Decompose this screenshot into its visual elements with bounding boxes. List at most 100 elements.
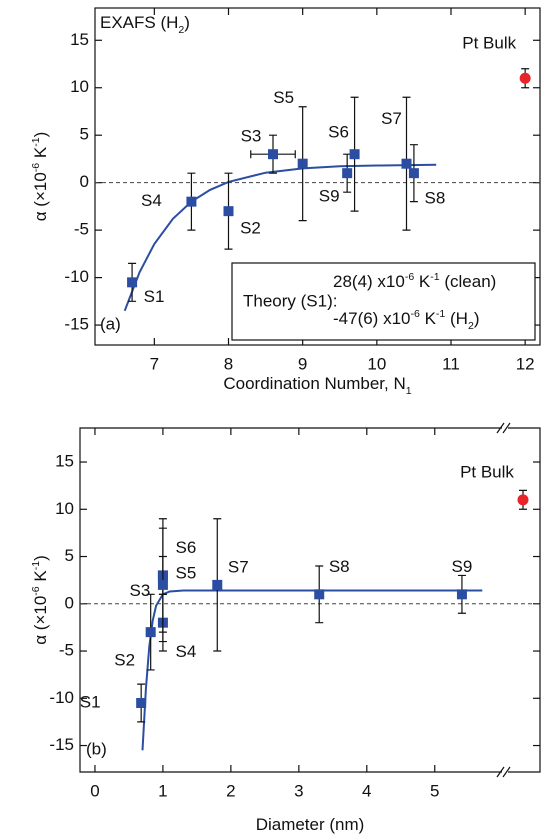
y-tick-label: 15 <box>55 452 74 471</box>
point-label: S6 <box>328 123 349 142</box>
data-point <box>314 589 325 600</box>
point-label: S1 <box>80 692 101 711</box>
x-tick-label: 11 <box>442 354 460 373</box>
point-label: S9 <box>452 557 473 576</box>
y-tick-label: -10 <box>64 267 89 286</box>
y-tick-label: 10 <box>55 499 74 518</box>
point-label: S7 <box>381 109 402 128</box>
theory-line-part: 28(4) x10 <box>333 272 405 291</box>
y-axis-label-part: ) <box>31 555 50 561</box>
y-axis-label-part: -6 <box>30 586 42 596</box>
theory-line-part: 2 <box>468 320 474 332</box>
y-axis-label: α (×10-6 K-1) <box>30 555 51 645</box>
x-axis-label: Diameter (nm) <box>256 815 365 834</box>
point-label: S3 <box>130 581 151 600</box>
data-point <box>223 206 234 217</box>
theory-line-part: K <box>414 272 431 291</box>
x-tick-label: 8 <box>224 354 233 373</box>
y-tick-label: 5 <box>65 546 74 565</box>
point-label: S6 <box>176 538 197 557</box>
axis-break <box>496 422 511 434</box>
x-tick-label: 12 <box>516 354 535 373</box>
x-axis-label-part: Diameter (nm) <box>256 815 365 834</box>
theory-line-part: -1 <box>430 271 440 283</box>
y-axis-label: α (×10-6 K-1) <box>30 132 51 222</box>
point-label: S5 <box>273 88 294 107</box>
y-axis-label-part: K <box>31 146 50 163</box>
y-axis-label-part: α (×10 <box>31 596 50 645</box>
data-point <box>297 158 308 169</box>
data-point <box>212 579 223 590</box>
reference-label: Pt Bulk <box>462 34 516 53</box>
x-tick-label: 9 <box>298 354 307 373</box>
y-axis-label-part: -1 <box>30 561 42 571</box>
plot-frame <box>79 427 541 773</box>
y-axis-label-part: α (×10 <box>31 172 50 221</box>
point-label: S9 <box>319 187 340 206</box>
theory-line: -47(6) x10-6 K-1 (H2) <box>333 308 480 332</box>
y-tick-label: -5 <box>74 220 89 239</box>
data-point <box>136 698 147 709</box>
point-label: S4 <box>176 642 197 661</box>
reference-label: Pt Bulk <box>460 462 514 481</box>
point-label: S2 <box>114 651 135 670</box>
fit-curve <box>141 589 483 751</box>
data-point <box>401 158 412 169</box>
y-axis-label-part: -1 <box>30 137 42 147</box>
theory-line: 28(4) x10-6 K-1 (clean) <box>333 271 496 292</box>
y-tick-label: -15 <box>49 735 74 754</box>
data-point <box>186 196 197 207</box>
x-tick-label: 3 <box>294 781 303 800</box>
theory-line-part: -47(6) x10 <box>333 309 410 328</box>
fit-curve <box>123 163 437 312</box>
y-axis-label-part: -6 <box>30 163 42 173</box>
theory-line-part: (H <box>445 309 468 328</box>
x-tick-label: 0 <box>90 781 99 800</box>
x-tick-label: 10 <box>367 354 386 373</box>
theory-line-part: -1 <box>436 308 446 320</box>
y-tick-label: 15 <box>70 30 89 49</box>
data-point <box>157 579 168 590</box>
y-axis-label-part: K <box>31 570 50 587</box>
theory-line-part: ) <box>474 309 480 328</box>
panel-label: (b) <box>86 739 107 758</box>
reference-point <box>519 72 531 84</box>
x-tick-label: 2 <box>226 781 235 800</box>
x-tick-label: 4 <box>362 781 371 800</box>
y-tick-label: -10 <box>49 688 74 707</box>
point-label: S7 <box>228 557 249 576</box>
point-label: S8 <box>425 189 446 208</box>
x-axis-label-part: 1 <box>406 385 412 397</box>
panel-title: EXAFS (H2) <box>100 13 190 35</box>
panel-title-part: EXAFS (H <box>100 13 178 32</box>
x-tick-label: 1 <box>158 781 167 800</box>
data-point <box>127 277 138 288</box>
theory-label: Theory (S1): <box>243 291 337 310</box>
theory-line-part: K <box>420 309 437 328</box>
reference-point <box>517 494 529 506</box>
y-tick-label: 0 <box>80 172 89 191</box>
y-axis-label-part: ) <box>31 132 50 138</box>
panel-title-part: 2 <box>178 24 184 36</box>
x-axis-label-part: Coordination Number, N <box>223 374 405 393</box>
y-tick-label: 0 <box>65 593 74 612</box>
y-tick-label: -5 <box>59 641 74 660</box>
y-tick-label: 5 <box>80 125 89 144</box>
data-point <box>349 149 360 160</box>
panel-label: (a) <box>100 314 121 333</box>
point-label: S2 <box>240 219 261 238</box>
y-tick-label: 10 <box>70 77 89 96</box>
y-tick-label: -15 <box>64 315 89 334</box>
point-label: S1 <box>144 287 165 306</box>
x-tick-label: 7 <box>150 354 159 373</box>
point-label: S8 <box>329 557 350 576</box>
data-point <box>145 627 156 638</box>
x-axis-label: Coordination Number, N1 <box>223 374 411 396</box>
point-label: S3 <box>241 127 262 146</box>
data-point <box>456 589 467 600</box>
theory-line-part: -6 <box>405 271 415 283</box>
point-label: S4 <box>141 191 162 210</box>
data-point <box>408 168 419 179</box>
axis-break <box>496 766 511 778</box>
